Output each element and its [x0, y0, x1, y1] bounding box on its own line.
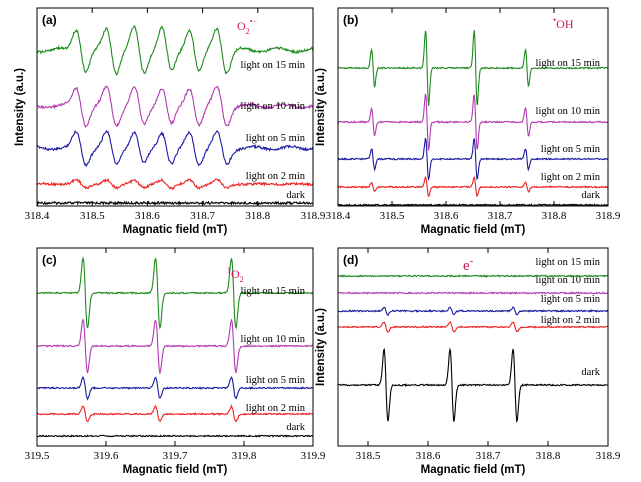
x-tick-label: 318.6 — [416, 450, 441, 462]
x-tick-label: 318.5 — [356, 450, 381, 462]
species-label: 1O2 — [227, 266, 244, 284]
x-tick-label: 319.6 — [94, 450, 119, 462]
x-axis-label: Magnatic field (mT) — [421, 464, 526, 476]
series-label: light on 2 min — [246, 171, 306, 182]
panel-c: dark light on 2 min light on 5 min light on… — [25, 247, 326, 476]
series-line-light-on-2-min — [37, 177, 313, 191]
series-line-light-on-15-min — [338, 274, 608, 278]
panel-letter: (c) — [42, 253, 57, 267]
species-label: •OH — [553, 15, 574, 31]
series-line-dark — [37, 434, 313, 438]
series-line-light-on-10-min — [338, 93, 608, 151]
series-label: light on 15 min — [536, 257, 601, 268]
y-axis-label: Intensity (a.u.) — [315, 68, 327, 146]
series-label: dark — [286, 190, 305, 201]
series-line-light-on-10-min — [37, 318, 313, 376]
x-tick-label: 318.7 — [476, 450, 501, 462]
x-tick-label: 319.9 — [301, 450, 326, 462]
plot-frame — [337, 7, 609, 207]
series-line-dark — [37, 200, 313, 206]
panel-letter: (a) — [42, 13, 57, 27]
series-line-light-on-15-min — [37, 255, 313, 330]
x-axis-label: Magnatic field (mT) — [123, 224, 228, 236]
x-axis-label: Magnatic field (mT) — [421, 224, 526, 236]
x-tick-label: 318.8 — [542, 210, 567, 222]
x-tick-label: 318.4 — [25, 210, 50, 222]
series-label: light on 5 min — [541, 294, 601, 305]
series-line-light-on-5-min — [37, 375, 313, 401]
series-label: light on 10 min — [241, 101, 306, 112]
series-label: light on 10 min — [241, 334, 306, 345]
x-tick-label: 318.6 — [135, 210, 160, 222]
x-axis-label: Magnatic field (mT) — [123, 464, 228, 476]
series-label: light on 15 min — [241, 60, 306, 71]
x-tick-label: 318.5 — [80, 210, 105, 222]
series-line-light-on-5-min — [338, 137, 608, 182]
x-tick-label: 318.9 — [596, 210, 621, 222]
series-line-light-on-2-min — [338, 321, 608, 333]
x-tick-label: 318.8 — [536, 450, 561, 462]
x-tick-label: 318.8 — [245, 210, 270, 222]
y-axis-label: Intensity (a.u.) — [14, 68, 26, 146]
x-tick-label: 318.7 — [190, 210, 215, 222]
series-label: light on 2 min — [541, 315, 601, 326]
x-tick-label: 318.5 — [380, 210, 405, 222]
series-label: light on 5 min — [246, 375, 306, 386]
series-line-light-on-10-min — [37, 85, 313, 128]
series-label: light on 5 min — [246, 133, 306, 144]
panel-letter: (b) — [343, 13, 358, 27]
series-label: dark — [286, 422, 305, 433]
panel-d: dark light on 2 min light on 5 min light on… — [315, 247, 621, 476]
x-tick-label: 319.7 — [163, 450, 188, 462]
panel-b: dark light on 2 min light on 5 min light on… — [315, 7, 621, 236]
species-label: O2•− — [237, 17, 257, 36]
x-tick-label: 318.4 — [326, 210, 351, 222]
series-line-dark — [338, 203, 608, 206]
series-label: light on 5 min — [541, 144, 601, 155]
series-line-light-on-15-min — [37, 25, 313, 76]
panel-letter: (d) — [343, 253, 358, 267]
series-line-light-on-15-min — [338, 30, 608, 107]
series-line-light-on-2-min — [37, 404, 313, 423]
series-line-light-on-5-min — [37, 129, 313, 168]
y-axis-label: Intensity (a.u.) — [315, 308, 327, 386]
panel-a: dark light on 2 min light on 5 min light on… — [14, 7, 326, 236]
plot-frame — [36, 7, 314, 207]
x-tick-label: 318.9 — [596, 450, 621, 462]
series-label: light on 10 min — [536, 275, 601, 286]
series-label: dark — [581, 190, 600, 201]
series-label: light on 15 min — [241, 286, 306, 297]
species-label: e- — [463, 255, 474, 274]
series-label: light on 2 min — [246, 403, 306, 414]
x-tick-label: 318.7 — [488, 210, 513, 222]
series-line-light-on-2-min — [338, 175, 608, 198]
x-tick-label: 319.5 — [25, 450, 50, 462]
series-label: light on 2 min — [541, 172, 601, 183]
plot-frame — [337, 247, 609, 447]
x-tick-label: 318.6 — [434, 210, 459, 222]
series-label: light on 15 min — [536, 58, 601, 69]
series-label: dark — [581, 367, 600, 378]
x-tick-label: 318.9 — [301, 210, 326, 222]
series-label: light on 10 min — [536, 106, 601, 117]
series-line-dark — [338, 347, 608, 424]
series-line-light-on-10-min — [338, 291, 608, 295]
x-tick-label: 319.8 — [232, 450, 257, 462]
series-line-light-on-5-min — [338, 306, 608, 316]
